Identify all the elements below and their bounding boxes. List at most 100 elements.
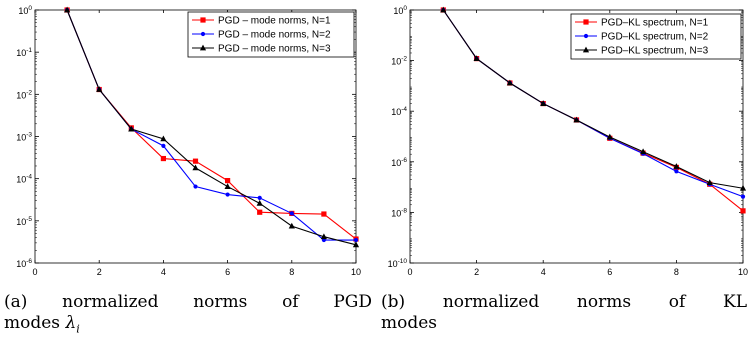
data-point bbox=[96, 86, 103, 92]
data-point bbox=[257, 195, 262, 200]
y-tick-label: 10-10 bbox=[388, 258, 408, 269]
data-point bbox=[161, 143, 166, 148]
caption-b-line2: modes bbox=[381, 313, 438, 333]
y-tick-label: 10-2 bbox=[16, 89, 32, 100]
caption-b-word: of bbox=[668, 292, 686, 312]
y-tick-label: 10-6 bbox=[391, 157, 407, 168]
legend-box bbox=[570, 13, 742, 60]
x-tick-label: 8 bbox=[289, 267, 294, 277]
data-point bbox=[353, 237, 359, 243]
legend-marker bbox=[199, 44, 207, 51]
caption-b-word: normalized bbox=[442, 292, 540, 312]
caption-b: (b) normalized norms of KL modes bbox=[381, 292, 747, 334]
data-point bbox=[440, 6, 447, 13]
x-tick-label: 4 bbox=[161, 267, 166, 277]
data-point bbox=[506, 79, 513, 86]
data-point bbox=[256, 199, 263, 206]
series-line bbox=[442, 9, 744, 189]
x-tick-label: 2 bbox=[474, 267, 479, 277]
data-point bbox=[128, 125, 135, 132]
data-point bbox=[225, 192, 230, 197]
series-3 bbox=[440, 6, 747, 191]
legend-marker bbox=[582, 46, 590, 53]
legend: PGD – mode norms, N=1 PGD – mode norms, N… bbox=[187, 11, 355, 58]
x-tick-label: 8 bbox=[674, 267, 679, 277]
x-tick-label: 0 bbox=[407, 267, 412, 277]
legend-label: PGD – mode norms, N=2 bbox=[218, 30, 331, 41]
series-line bbox=[66, 9, 357, 246]
data-point bbox=[540, 100, 547, 106]
y-tick-label: 10-3 bbox=[16, 132, 32, 143]
data-point bbox=[160, 135, 167, 142]
legend-marker bbox=[200, 17, 206, 23]
caption-a-line2: modes bbox=[4, 313, 61, 333]
y-tick-label: 10-8 bbox=[391, 207, 407, 218]
x-tick-label: 2 bbox=[97, 267, 102, 277]
caption-b-word: norms bbox=[576, 292, 632, 312]
legend-label: PGD–KL spectrum, N=3 bbox=[601, 46, 709, 57]
y-tick-label: 10-4 bbox=[16, 174, 32, 185]
data-point bbox=[224, 183, 231, 189]
caption-b-word: KL bbox=[723, 292, 747, 312]
caption-a-math-sub: i bbox=[76, 322, 80, 336]
legend-label: PGD – mode norms, N=1 bbox=[218, 16, 331, 27]
legend-box bbox=[187, 11, 355, 58]
data-point bbox=[225, 177, 231, 184]
y-tick-label: 10-6 bbox=[16, 258, 32, 269]
data-point bbox=[320, 233, 327, 240]
data-point bbox=[740, 194, 746, 199]
data-point bbox=[739, 184, 747, 191]
legend: PGD–KL spectrum, N=1 PGD–KL spectrum, N=2… bbox=[570, 13, 742, 60]
legend-label: PGD–KL spectrum, N=2 bbox=[601, 32, 709, 43]
caption-a-word: of bbox=[282, 292, 299, 312]
data-point bbox=[160, 155, 166, 162]
data-point bbox=[321, 211, 327, 217]
x-tick-label: 10 bbox=[351, 267, 361, 277]
data-point bbox=[673, 163, 680, 169]
legend-marker bbox=[200, 31, 206, 37]
x-tick-label: 0 bbox=[32, 267, 37, 277]
x-tick-label: 4 bbox=[541, 267, 546, 277]
chart-panel-a: 0 2 4 6 8 10 10-6 10-5 10-4 10-3 10-2 10-1 100 PGD – … bbox=[16, 5, 361, 277]
x-tick-label: 6 bbox=[225, 267, 230, 277]
data-point bbox=[193, 184, 198, 189]
data-point bbox=[192, 164, 199, 171]
data-point bbox=[64, 6, 71, 13]
caption-a: (a) normalized norms of PGD modes λi bbox=[4, 292, 372, 339]
plot-frame bbox=[409, 9, 744, 264]
caption-b-label: (b) bbox=[381, 292, 406, 312]
x-tick-label: 6 bbox=[607, 267, 612, 277]
legend-marker bbox=[583, 19, 589, 25]
chart-panel-b: 0 2 4 6 8 10 10-10 10-8 10-6 10-4 10-2 100 PGD–KL sp… bbox=[388, 5, 748, 277]
caption-a-word: norms bbox=[193, 292, 248, 312]
data-point bbox=[352, 241, 360, 248]
y-tick-label: 100 bbox=[393, 5, 407, 16]
data-point bbox=[640, 148, 647, 155]
legend-label: PGD – mode norms, N=3 bbox=[218, 44, 331, 55]
data-point bbox=[192, 158, 199, 164]
data-point bbox=[674, 169, 679, 174]
data-point bbox=[606, 133, 613, 140]
data-point bbox=[573, 116, 580, 123]
data-point bbox=[288, 222, 295, 229]
y-tick-label: 10-2 bbox=[391, 56, 407, 67]
data-point bbox=[257, 209, 263, 215]
data-point bbox=[706, 179, 713, 186]
y-tick-label: 10-4 bbox=[391, 106, 407, 117]
data-point bbox=[473, 55, 480, 61]
series-3 bbox=[64, 6, 360, 248]
y-tick-label: 10-5 bbox=[16, 216, 32, 227]
caption-a-label: (a) bbox=[4, 292, 28, 312]
caption-a-word: PGD bbox=[333, 292, 372, 312]
caption-a-math-symbol: λ bbox=[65, 313, 77, 333]
caption-a-math: λi bbox=[65, 313, 80, 336]
x-tick-label: 10 bbox=[738, 267, 748, 277]
y-tick-label: 10-1 bbox=[16, 47, 32, 58]
legend-marker bbox=[583, 33, 589, 39]
caption-a-word: normalized bbox=[62, 292, 159, 312]
data-point bbox=[740, 208, 746, 214]
y-tick-label: 100 bbox=[18, 5, 32, 16]
legend-label: PGD–KL spectrum, N=1 bbox=[601, 18, 709, 29]
data-point bbox=[289, 211, 294, 216]
